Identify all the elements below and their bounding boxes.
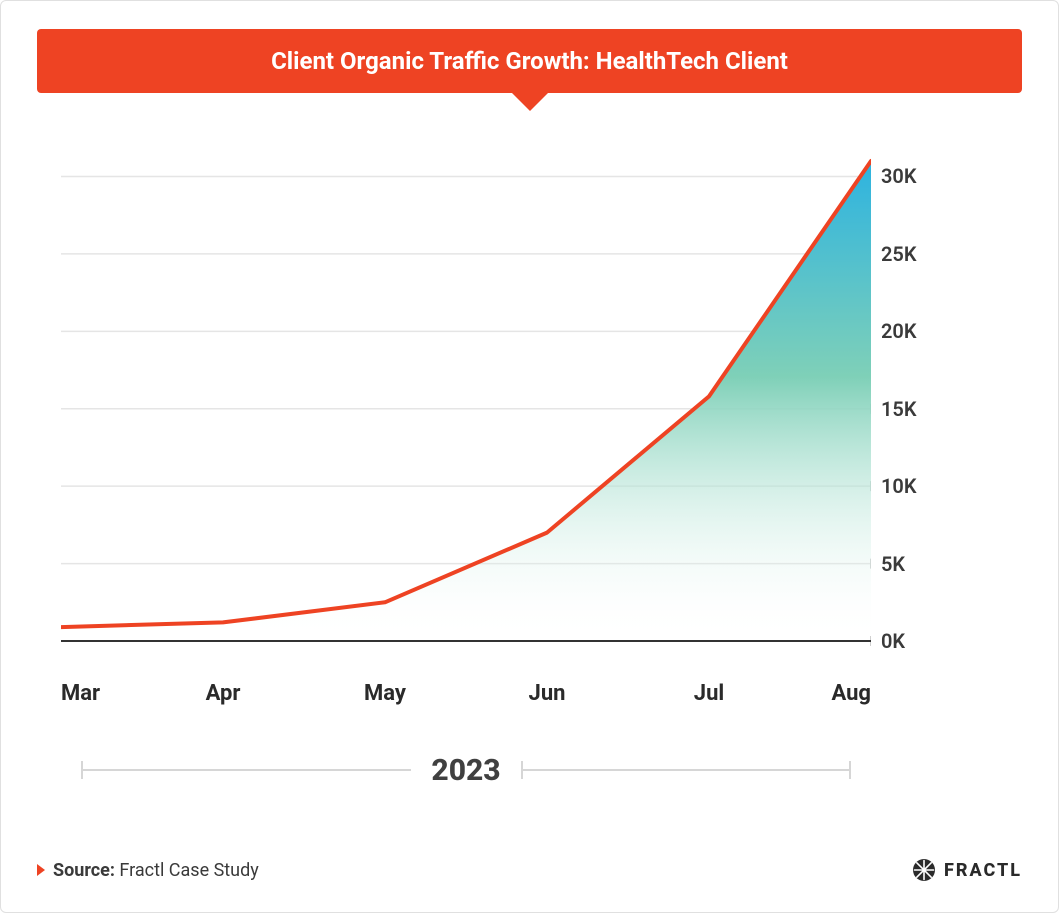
source-arrow-icon xyxy=(37,864,45,876)
y-tick-label: 25K xyxy=(881,242,917,266)
area-chart-svg xyxy=(61,151,871,651)
x-tick-label: Mar xyxy=(61,681,100,706)
x-axis-tick-labels: Mar Apr May Jun Jul Aug xyxy=(61,681,871,721)
x-tick-label: May xyxy=(364,681,406,706)
footer: Source: Fractl Case Study FRACTL xyxy=(37,858,1022,882)
source-value: Fractl Case Study xyxy=(119,860,258,881)
chart-plot-area xyxy=(61,151,871,651)
source: Source: Fractl Case Study xyxy=(37,860,259,881)
chart-title: Client Organic Traffic Growth: HealthTec… xyxy=(271,47,788,75)
y-axis-tick-labels: 0K 5K 10K 15K 20K 25K 30K xyxy=(881,151,941,651)
year-label: 2023 xyxy=(411,753,520,788)
year-line-right xyxy=(521,769,851,771)
x-tick-label: Jun xyxy=(529,681,566,706)
source-prefix: Source: xyxy=(53,860,115,881)
brand: FRACTL xyxy=(912,858,1022,882)
source-text: Source: Fractl Case Study xyxy=(53,860,259,881)
y-tick-label: 5K xyxy=(881,552,905,576)
y-tick-label: 15K xyxy=(881,397,917,421)
y-tick-label: 0K xyxy=(881,629,905,653)
x-tick-label: Aug xyxy=(831,681,871,706)
brand-name: FRACTL xyxy=(944,860,1022,881)
chart-card: Client Organic Traffic Growth: HealthTec… xyxy=(0,0,1059,913)
y-tick-label: 20K xyxy=(881,319,917,343)
x-tick-label: Jul xyxy=(694,681,724,706)
chart-title-bar: Client Organic Traffic Growth: HealthTec… xyxy=(37,29,1022,93)
x-tick-label: Apr xyxy=(206,681,241,706)
y-tick-label: 30K xyxy=(881,164,917,188)
y-tick-label: 10K xyxy=(881,474,917,498)
brand-snowflake-icon xyxy=(912,858,936,882)
year-row: 2023 xyxy=(81,746,851,794)
year-line-left xyxy=(81,769,411,771)
